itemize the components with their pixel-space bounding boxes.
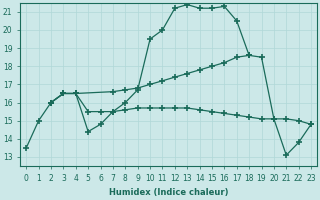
X-axis label: Humidex (Indice chaleur): Humidex (Indice chaleur) xyxy=(109,188,228,197)
